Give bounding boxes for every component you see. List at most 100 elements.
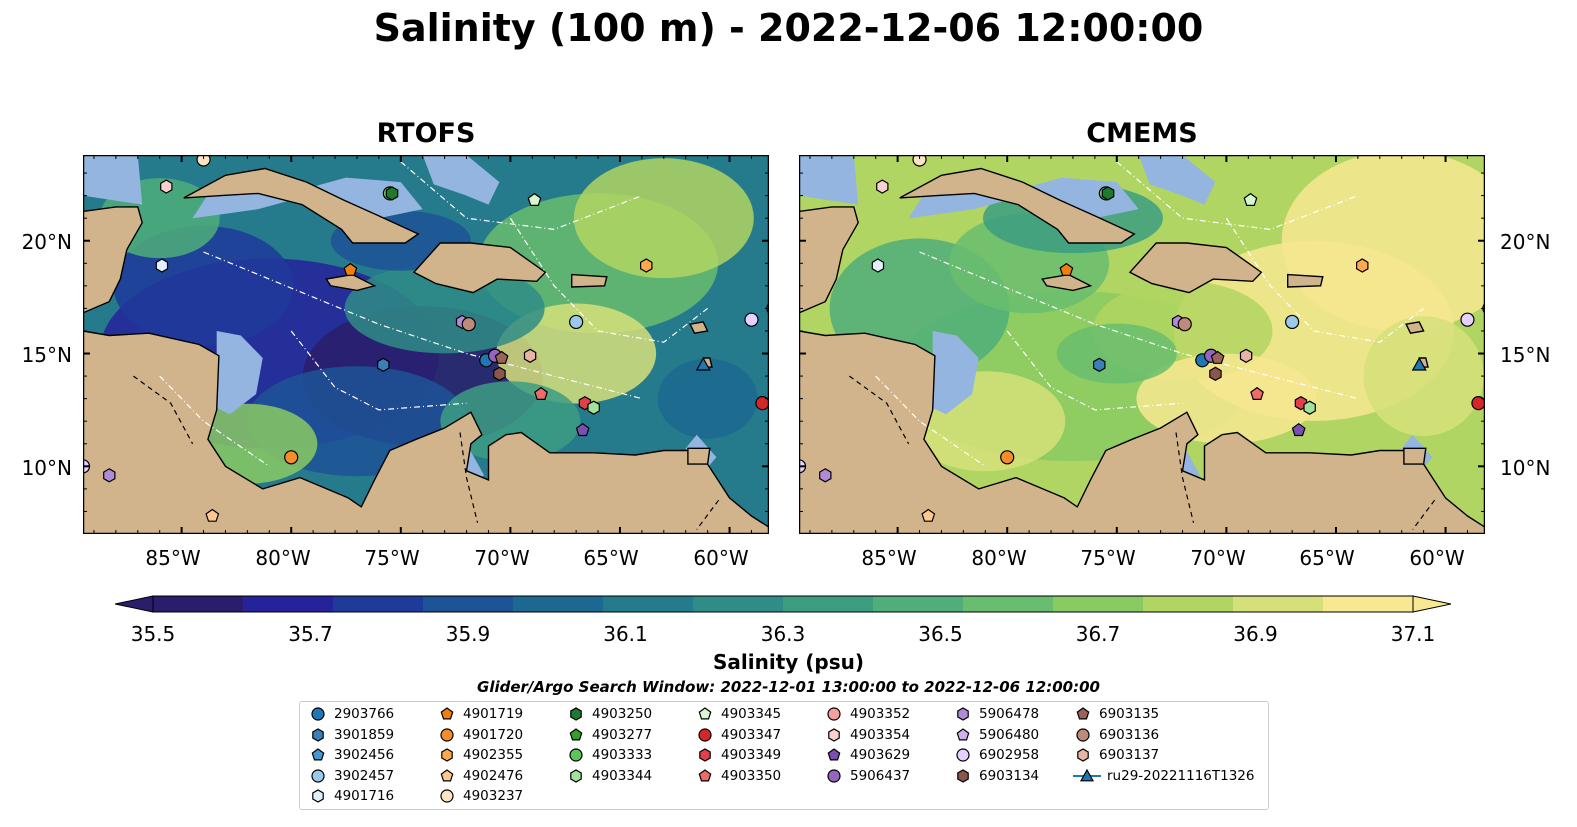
platform-marker [1209, 366, 1222, 381]
legend-label: 5906437 [850, 767, 911, 784]
legend-marker-icon [440, 727, 454, 742]
platform-marker [744, 312, 759, 327]
legend-label: 2903766 [334, 706, 395, 722]
platform-marker [695, 357, 711, 371]
legend: 2903766 3901859 3902456 3902457 4901716 49017… [299, 701, 1269, 810]
colorbar-swatch [1143, 596, 1234, 612]
eez-boundary-line [1225, 217, 1424, 343]
platform-marker [876, 179, 889, 194]
map-rtofs [83, 155, 769, 534]
platform-marker [1101, 186, 1115, 201]
legend-marker-icon [828, 727, 840, 742]
legend-label: 3902457 [334, 767, 395, 784]
map-frame [83, 155, 769, 534]
platform-marker [377, 357, 390, 372]
legend-marker-icon [312, 727, 324, 742]
country-border-line [696, 499, 720, 530]
platform-marker [196, 155, 211, 167]
platform-marker [160, 179, 173, 194]
platform-marker [461, 317, 476, 332]
platform-marker [1355, 258, 1369, 273]
colorbar-swatch [1323, 596, 1414, 612]
country-border-line [849, 375, 910, 445]
legend-label: 4901716 [334, 788, 395, 804]
land-mass [183, 167, 420, 244]
map-cmems [799, 155, 1485, 534]
land-mass [571, 273, 608, 288]
lon-tick-label: 65°W [1299, 546, 1355, 570]
platform-marker [1239, 348, 1253, 363]
country-border-line [459, 432, 479, 523]
panel-title-rtofs: RTOFS [376, 118, 476, 149]
legend-marker-icon [698, 727, 712, 742]
shallow-bank-region [422, 155, 500, 205]
lon-tick-label: 85°W [145, 546, 201, 570]
legend-marker-icon [956, 727, 970, 740]
legend-marker-icon [441, 748, 453, 762]
legend-marker-icon [569, 748, 583, 762]
legend-label: 6903135 [1099, 706, 1160, 722]
platform-marker [385, 186, 399, 201]
platform-marker [912, 155, 927, 167]
legend-marker-icon [312, 789, 324, 803]
shallow-bank-region [932, 331, 979, 415]
platform-marker [1243, 192, 1258, 207]
shallow-bank-region [83, 155, 143, 205]
platform-marker [1285, 314, 1300, 330]
platform-marker [103, 468, 116, 483]
platform-marker [639, 258, 653, 273]
eez-boundary-line [1116, 161, 1359, 231]
salinity-field-patch [344, 263, 545, 354]
platform-marker [284, 450, 299, 465]
legend-marker-icon [311, 768, 325, 783]
legend-label: 4903629 [850, 747, 911, 763]
platform-marker [921, 508, 936, 522]
platform-marker [523, 348, 537, 363]
platform-marker [1059, 262, 1074, 276]
lon-tick-label: 65°W [583, 546, 639, 570]
lat-tick-label: 15°N [1500, 343, 1551, 367]
legend-marker-icon [698, 768, 712, 781]
legend-label: 3902456 [334, 747, 395, 763]
colorbar [115, 595, 1451, 613]
platform-marker [343, 262, 358, 276]
platform-marker [871, 258, 885, 273]
salinity-field-patch [496, 303, 657, 404]
legend-marker-icon [311, 748, 325, 761]
colorbar-frame [152, 595, 1414, 613]
legend-marker-icon [827, 768, 841, 783]
legend-label: 4902355 [463, 747, 524, 763]
legend-label: 4903350 [721, 767, 782, 784]
colorbar-tick-label: 36.9 [1233, 622, 1278, 646]
legend-marker-icon [956, 748, 970, 762]
lat-tick-label: 15°N [21, 343, 72, 367]
platform-marker [1000, 450, 1015, 465]
legend-label: 4903345 [721, 706, 782, 722]
lat-tick-label: 20°N [1500, 230, 1551, 254]
salinity-field-patch [573, 158, 754, 279]
colorbar-swatch [153, 596, 244, 612]
lon-tick-label: 75°W [1080, 546, 1136, 570]
lon-tick-label: 70°W [1190, 546, 1246, 570]
legend-label: 4903237 [463, 788, 524, 804]
platform-marker [1291, 422, 1306, 437]
colorbar-label: Salinity (psu) [712, 650, 864, 674]
salinity-field-patch [440, 381, 581, 462]
legend-marker-icon [570, 768, 582, 783]
colorbar-swatch [963, 596, 1054, 612]
land-mass [1128, 242, 1263, 294]
platform-marker [527, 192, 542, 207]
colorbar-swatch [1053, 596, 1144, 612]
lon-tick-label: 80°W [971, 546, 1027, 570]
colorbar-swatch [873, 596, 964, 612]
platform-marker [534, 386, 548, 400]
shallow-bank-region [216, 331, 263, 415]
legend-marker-icon [1077, 748, 1089, 762]
colorbar-tick-label: 36.1 [603, 622, 648, 646]
platform-marker [1210, 350, 1225, 364]
legend-label: 5906480 [979, 726, 1040, 743]
colorbar-extend-high [1412, 595, 1451, 613]
colorbar-tick-label: 35.9 [445, 622, 491, 646]
legend-label: 4903352 [850, 706, 911, 722]
colorbar-tick-label: 35.5 [130, 622, 176, 646]
